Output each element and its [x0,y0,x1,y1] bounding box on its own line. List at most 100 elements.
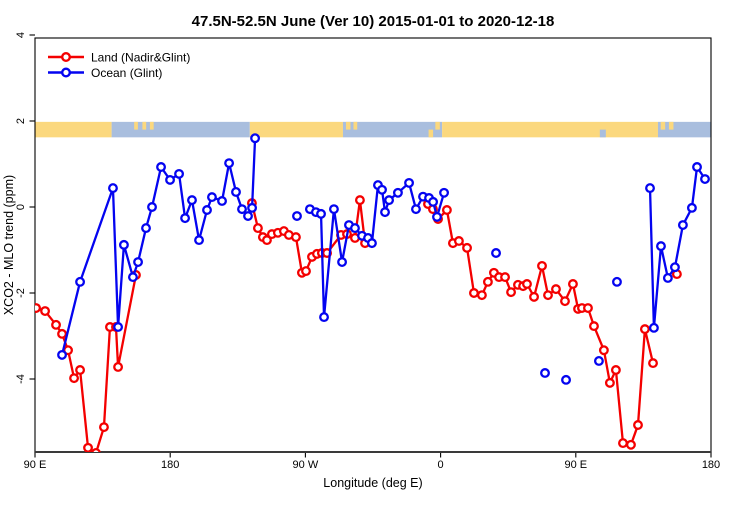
x-tick-label: 0 [438,459,444,471]
ocean-data-point [612,276,622,287]
land-data-point [453,236,464,246]
ocean-data-point [237,204,247,215]
ocean-data-point [384,195,395,206]
ocean-data-point [350,223,360,234]
y-tick-label: -4 [15,374,27,384]
land-data-point [290,232,301,243]
band-segment-ocean [342,121,443,138]
ocean-data-point [380,207,390,218]
ocean-data-point [700,174,710,184]
band-speckle-land [660,121,666,130]
land-data-point [543,290,553,301]
land-data-point [91,448,101,452]
ocean-data-point [250,133,261,144]
ocean-data-point [662,273,673,283]
land-data-point [51,319,61,330]
band-speckle-land [428,129,434,138]
ocean-data-point [247,202,258,213]
ocean-data-point [439,187,450,198]
ocean-data-point [231,186,241,197]
ocean-data-point [113,322,124,332]
land-data-point [648,358,658,369]
ocean-data-point [366,238,377,249]
band-speckle-land [353,121,358,130]
x-tick-label: 180 [161,459,179,471]
land-data-point [462,242,472,253]
band-speckle-land [134,121,138,130]
band-speckle-land [668,121,674,130]
band-segment-land [249,121,343,138]
ocean-data-point [337,257,348,267]
land-data-point [83,442,93,452]
ocean-data-point [243,211,253,221]
land-data-point [633,420,643,430]
y-tick-label: 4 [15,32,27,38]
ocean-data-point [593,355,604,366]
ocean-data-point [656,241,666,252]
ocean-data-point [165,174,175,185]
band-speckle-land [142,121,147,130]
ocean-data-point [686,202,697,213]
axis-ticks: 90 E 180 90 W 0 90 E 180 4 2 0 -2 -4 [15,32,720,471]
ocean-data-point [207,192,217,203]
ocean-data-point [133,257,144,267]
land-data-point [567,279,578,289]
chart-title: 47.5N-52.5N June (Ver 10) 2015-01-01 to … [192,13,555,30]
ocean-data-point [411,204,421,215]
y-tick-label: 0 [15,204,27,210]
legend-swatch-marker-ocean [61,67,72,78]
land-data-point [476,290,487,301]
ocean-data-point [108,183,118,194]
land-data-point [598,345,609,356]
land-data-point [482,276,493,287]
land-data-point [252,223,263,234]
ocean-data-point [692,162,702,172]
ocean-data-point [127,272,138,283]
land-data-point [99,422,109,433]
ocean-data-point [432,211,442,222]
land-data-point [40,306,51,317]
band-segment-land [442,121,658,138]
land-data-point [639,324,650,335]
land-data-point [35,303,42,313]
land-data-point [75,365,86,375]
land-data-point [301,266,311,277]
land-data-point [113,362,124,372]
land-data-point [589,321,599,332]
ocean-data-point [180,213,191,224]
ocean-data-point [392,187,403,198]
ocean-data-point [404,177,415,188]
y-tick-label: -2 [15,288,27,298]
land-data-point [610,365,621,375]
ocean-data-point [118,239,129,250]
x-tick-label: 180 [702,459,720,471]
land-data-point [522,279,532,289]
legend-label-ocean: Ocean (Glint) [91,66,162,80]
ocean-data-point [377,184,387,195]
land-data-point [441,205,452,215]
land-data-point [604,377,615,388]
ocean-data-point [491,248,501,258]
ocean-data-point [645,183,655,194]
band-speckle-land [345,121,351,130]
ocean-data-point [174,168,185,179]
y-axis-label: XCO2 - MLO trend (ppm) [2,175,16,315]
land-data-point [506,287,517,298]
band-segment-land [35,121,112,138]
band-segment-ocean [657,121,711,138]
ocean-data-point [147,202,157,212]
land-data-point [354,195,365,206]
land-data-point [468,288,479,298]
land-data-point [537,260,547,271]
land-data-point [625,439,636,450]
ocean-data-point [57,349,67,360]
band-segment-ocean [111,121,250,138]
y-tick-label: 2 [15,118,27,124]
ocean-data-point [187,195,197,206]
land-data-point [583,303,593,313]
land-data-point [500,272,510,283]
land-data-point [261,235,272,246]
ocean-data-point [217,196,227,206]
